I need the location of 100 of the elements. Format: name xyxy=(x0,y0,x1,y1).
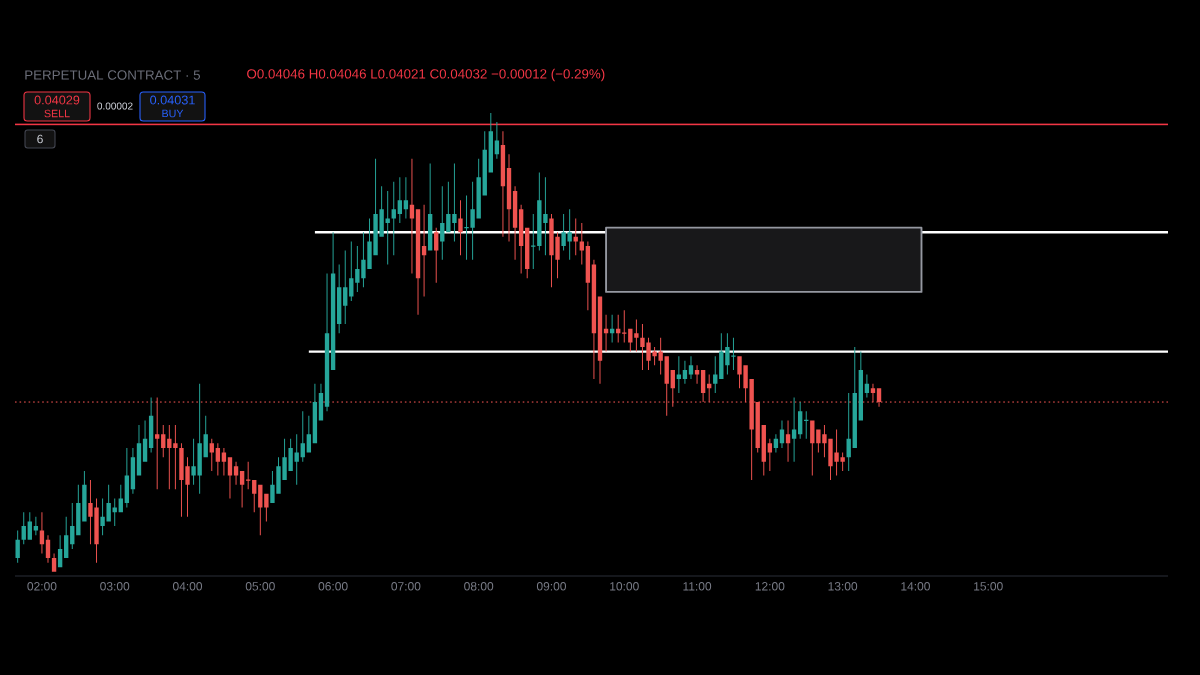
candlestick xyxy=(797,402,803,439)
candlestick xyxy=(112,498,117,526)
x-tick-label: 06:00 xyxy=(318,582,348,591)
candlestick xyxy=(409,158,415,274)
candlestick xyxy=(173,425,178,490)
x-tick-label: 05:00 xyxy=(245,582,275,591)
x-tick-label: 09:00 xyxy=(536,582,567,591)
candlestick xyxy=(421,204,427,297)
candlestick xyxy=(531,213,536,269)
candlestick xyxy=(761,425,766,476)
candlestick xyxy=(318,383,324,421)
text: 0.00002 xyxy=(97,102,133,110)
candlestick xyxy=(27,512,32,540)
candlestick xyxy=(440,186,445,260)
candlestick xyxy=(124,447,130,508)
x-tick-label: 15:00 xyxy=(974,582,1003,591)
candlestick xyxy=(482,131,487,196)
candlestick xyxy=(324,273,330,412)
candlestick xyxy=(616,314,621,343)
text: O0.04046 H0.04046 L0.04021 C0.04032 −0.00012 (−0.29%) xyxy=(247,68,605,82)
candlestick xyxy=(591,259,597,380)
candlestick xyxy=(719,333,724,380)
candlestick xyxy=(385,190,390,265)
candlestick xyxy=(791,397,797,462)
candlestick xyxy=(804,411,809,439)
candlestick xyxy=(579,223,584,265)
candlestick xyxy=(512,186,518,260)
candlestick xyxy=(142,420,148,462)
candlestick xyxy=(15,530,20,563)
candlestick xyxy=(700,369,706,403)
candlestick xyxy=(155,397,160,490)
x-tick-label: 03:00 xyxy=(100,582,130,591)
candlestick xyxy=(525,227,530,279)
candlestick xyxy=(676,356,682,393)
candlestick xyxy=(779,420,785,448)
text: 0.04029 xyxy=(34,95,80,105)
candlestick xyxy=(227,457,233,499)
candlestick xyxy=(51,553,57,572)
candlestick xyxy=(148,397,154,453)
candlestick xyxy=(391,181,396,256)
candlestick xyxy=(694,365,700,384)
candlestick xyxy=(33,516,39,536)
annotation: BUY xyxy=(162,109,184,118)
candlestick xyxy=(415,209,421,315)
candlestick xyxy=(500,131,506,237)
candlestick xyxy=(488,112,493,173)
candlestick xyxy=(343,250,348,325)
candlestick xyxy=(330,232,336,370)
chart-title: PERPETUAL CONTRACT · 5 xyxy=(25,70,201,80)
candlestick xyxy=(294,434,299,485)
candlestick xyxy=(852,346,857,448)
candlestick xyxy=(209,438,214,471)
x-tick-label: 02:00 xyxy=(27,582,57,591)
candlestick xyxy=(846,392,851,471)
candlestick xyxy=(57,535,63,568)
x-tick-label: 11:00 xyxy=(683,582,712,591)
candlestick xyxy=(300,411,305,462)
candlestick xyxy=(773,434,779,453)
candlestick xyxy=(118,484,123,513)
candlestick xyxy=(682,360,688,384)
candlestick xyxy=(518,204,524,274)
candlestick xyxy=(233,461,239,485)
candlestick xyxy=(21,512,26,545)
candlestick xyxy=(252,480,257,513)
x-tick-label: 04:00 xyxy=(172,582,203,591)
candlestick xyxy=(167,425,172,490)
candlestick xyxy=(64,516,69,559)
x-tick-label: 08:00 xyxy=(464,582,494,591)
candlestick xyxy=(688,356,694,380)
candlestick xyxy=(397,177,403,224)
x-tick-label: 07:00 xyxy=(391,582,421,591)
candlestick xyxy=(258,484,263,536)
candlestick xyxy=(622,310,627,343)
annotation: 6 xyxy=(37,134,43,144)
annotation: SELL xyxy=(44,109,70,118)
candlestick xyxy=(858,351,864,421)
candlestick xyxy=(161,425,166,458)
candlestick xyxy=(713,356,718,393)
candlestick xyxy=(312,383,318,444)
candlestick xyxy=(785,420,791,462)
candlestick xyxy=(70,503,75,549)
x-tick-label: 10:00 xyxy=(610,582,639,591)
candlestick xyxy=(215,443,221,476)
candlestick xyxy=(434,227,439,283)
candlestick xyxy=(349,241,354,302)
candlestick xyxy=(239,470,245,508)
candlestick xyxy=(870,383,876,403)
candlestick xyxy=(203,415,208,458)
candlestick xyxy=(810,420,815,476)
candlestick xyxy=(427,163,433,251)
candlestick xyxy=(221,447,227,476)
candlestick xyxy=(494,122,500,159)
candlestick xyxy=(864,374,870,398)
candlestick xyxy=(670,369,675,407)
candlestick xyxy=(306,415,312,453)
candlestick xyxy=(403,177,409,219)
candlestick xyxy=(609,314,615,343)
candlestick xyxy=(245,461,251,490)
text: 0.04031 xyxy=(150,95,195,105)
candlestick xyxy=(767,438,773,471)
